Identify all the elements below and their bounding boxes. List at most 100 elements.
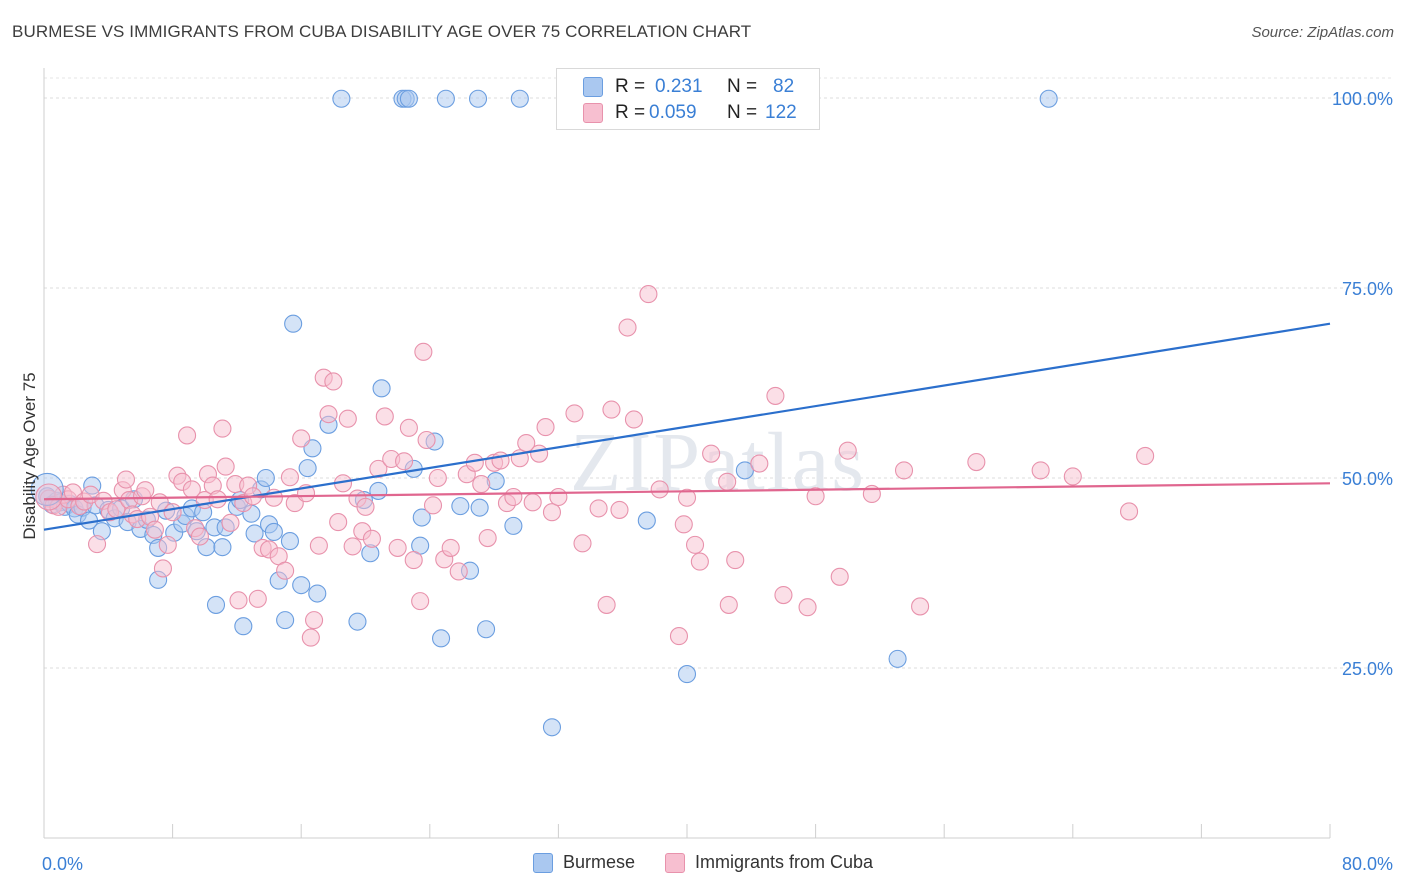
cuba-point — [967, 452, 986, 472]
cuba-point — [208, 490, 227, 509]
cuba-point — [216, 457, 235, 476]
cuba-point — [301, 628, 320, 647]
cuba-point — [35, 483, 63, 511]
cuba-point — [549, 487, 568, 507]
stats-swatch-cuba — [583, 103, 603, 123]
cuba-point — [624, 410, 644, 429]
cuba-point — [221, 513, 240, 532]
burmese-point — [888, 649, 907, 668]
cuba-point — [414, 342, 433, 361]
cuba-point — [750, 454, 769, 473]
cuba-point — [158, 535, 177, 554]
legend-label-cuba: Immigrants from Cuba — [694, 852, 874, 872]
x-tick-label: 0.0% — [42, 854, 83, 874]
burmese-point — [436, 89, 455, 108]
n-label: N = — [727, 76, 758, 97]
stats-legend: R = 0.231 N = 82 R = 0.059 N = 122 — [556, 68, 820, 130]
cuba-point — [618, 318, 637, 337]
cuba-point — [685, 535, 705, 554]
legend-item-burmese: Burmese — [532, 852, 635, 873]
burmese-point — [637, 511, 656, 530]
cuba-point — [87, 535, 107, 554]
cuba-point — [248, 589, 267, 608]
n-label: N = — [727, 102, 758, 123]
cuba-point — [369, 459, 388, 478]
cuba-point — [1120, 502, 1139, 521]
cuba-point — [292, 429, 311, 448]
cuba-point — [178, 426, 197, 445]
cuba-point — [830, 567, 849, 586]
cuba-point — [136, 481, 155, 500]
burmese-point — [284, 314, 303, 333]
cuba-point — [395, 452, 414, 471]
cuba-point — [319, 405, 338, 424]
chart-legend: Burmese Immigrants from Cuba — [0, 852, 1406, 873]
cuba-point — [589, 499, 608, 518]
cuba-point — [305, 611, 324, 630]
cuba-point — [324, 372, 343, 391]
cuba-point — [229, 591, 248, 610]
burmese-point — [542, 718, 562, 737]
trend-lines — [43, 322, 1331, 531]
series-burmese-points — [38, 89, 1058, 737]
cuba-point — [702, 444, 721, 463]
cuba-point — [309, 536, 328, 555]
burmese-point — [451, 497, 470, 516]
legend-label-burmese: Burmese — [562, 852, 635, 872]
cuba-point — [798, 598, 817, 617]
cuba-point — [674, 515, 693, 534]
series-cuba-points — [39, 285, 1155, 647]
cuba-point — [329, 513, 348, 532]
cuba-point — [153, 559, 173, 578]
cuba-point — [565, 404, 584, 423]
burmese-point — [468, 89, 488, 108]
axes — [43, 68, 1331, 839]
cuba-point — [719, 595, 738, 614]
cuba-point — [718, 472, 737, 491]
cuba-point — [536, 418, 555, 437]
cuba-point — [1031, 461, 1050, 480]
y-tick-label: 25.0% — [1342, 659, 1393, 679]
cuba-point — [465, 453, 484, 472]
burmese-point — [298, 459, 317, 478]
y-axis-label: Disability Age Over 75 — [20, 372, 39, 539]
burmese-point — [1039, 89, 1058, 108]
cuba-point — [639, 285, 658, 304]
cuba-point — [774, 585, 793, 605]
r-value: 0.231 — [655, 76, 703, 97]
chart-title: BURMESE VS IMMIGRANTS FROM CUBA DISABILI… — [12, 22, 752, 41]
cuba-point — [428, 468, 447, 488]
cuba-point — [388, 538, 407, 557]
burmese-point — [245, 524, 264, 543]
cuba-point — [597, 595, 616, 614]
cuba-point — [190, 527, 209, 546]
cuba-point — [404, 551, 423, 570]
burmese-point — [264, 522, 283, 542]
cuba-point — [411, 592, 430, 611]
burmese-point — [213, 538, 232, 557]
data-points — [30, 89, 1155, 737]
cuba-point — [1063, 467, 1082, 486]
cuba-point — [356, 497, 375, 516]
cuba-point — [145, 520, 164, 539]
burmese-point — [735, 461, 754, 480]
r-label: R = — [615, 76, 646, 97]
burmese-point — [369, 481, 388, 500]
burmese-point — [504, 516, 523, 535]
burmese-point — [256, 468, 275, 488]
cuba-point — [116, 470, 136, 489]
burmese-point — [399, 89, 418, 108]
cuba-point — [650, 480, 669, 499]
x-tick-label: 80.0% — [1342, 854, 1393, 874]
n-value: 122 — [765, 102, 797, 123]
burmese-point — [510, 89, 529, 108]
cuba-point — [478, 528, 497, 548]
legend-item-cuba: Immigrants from Cuba — [664, 852, 874, 873]
r-label: R = — [615, 102, 646, 123]
cuba-point — [911, 597, 930, 616]
grid-lines — [44, 77, 1392, 669]
cuba-point — [441, 538, 460, 557]
burmese-point — [477, 620, 496, 639]
cuba-point — [276, 561, 295, 580]
